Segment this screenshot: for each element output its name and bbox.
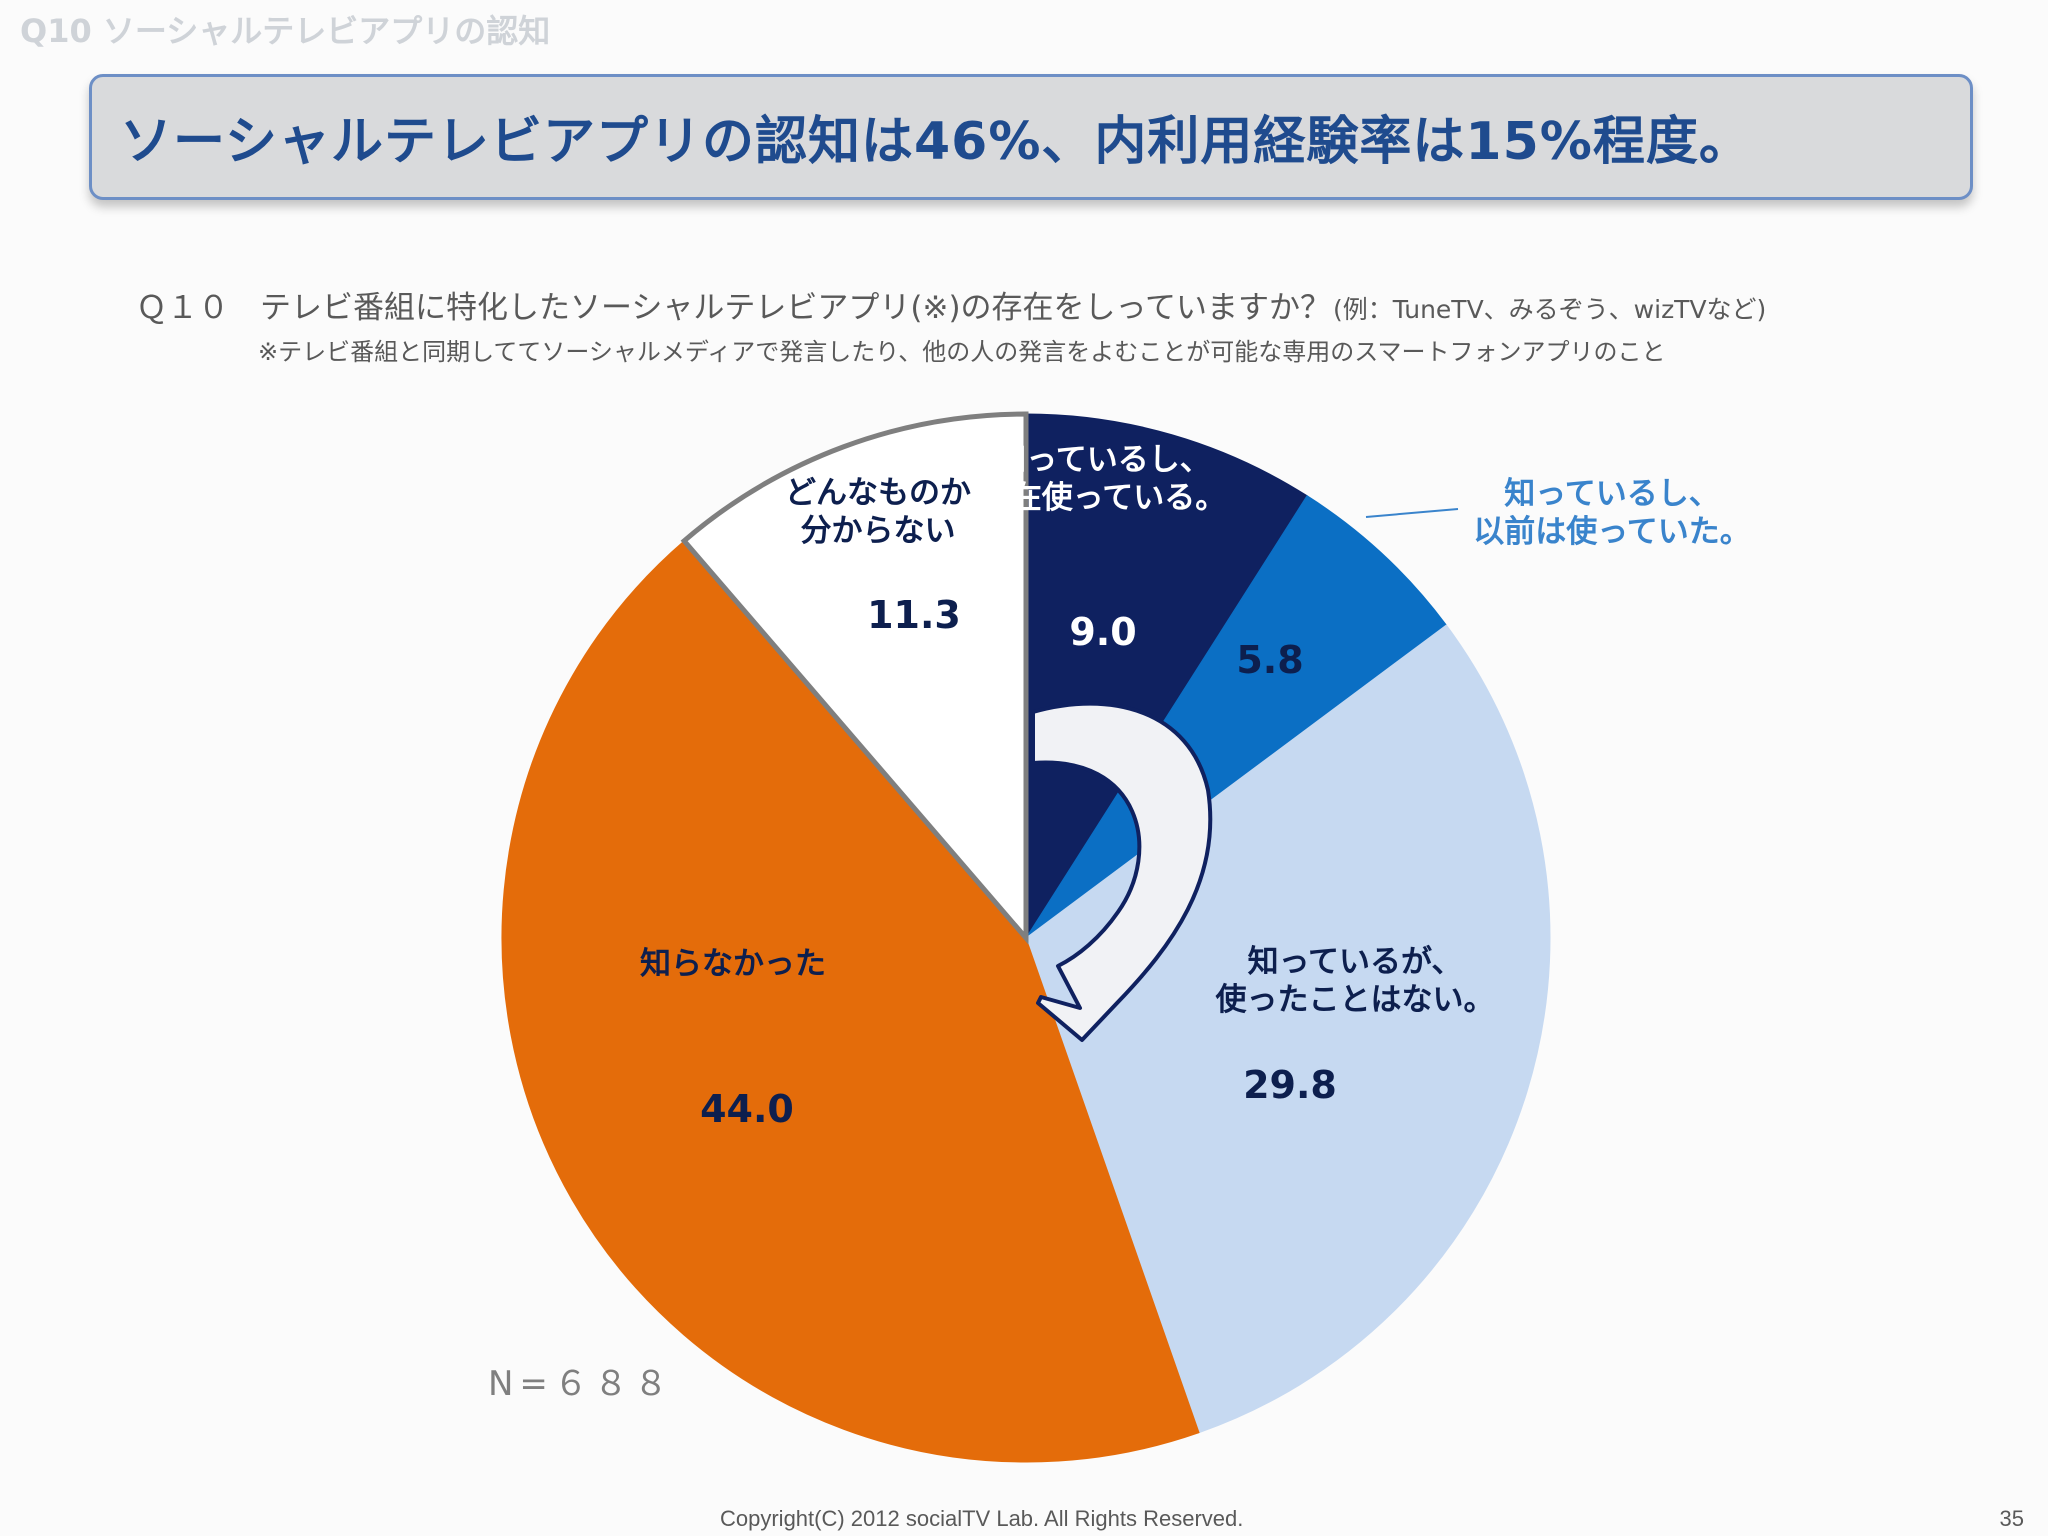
pie-slice-1 [1025, 413, 1308, 940]
slice-label-4: 知らなかった [640, 946, 826, 982]
slide-label: Q10 ソーシャルテレビアプリの認知 [20, 12, 551, 50]
callout-leader-line [1365, 508, 1459, 518]
slice-value-4: 44.0 [700, 1087, 794, 1131]
pie-slice-5 [680, 411, 1029, 945]
cycle-arrow-icon [1031, 701, 1213, 1042]
pie-slice-3 [1025, 624, 1551, 1434]
slice-value-5: 11.3 [867, 593, 961, 637]
slice-label-5: どんなものか分からない [785, 475, 971, 549]
headline: ソーシャルテレビアプリの認知は46%、内利用経験率は15%程度。 [120, 112, 1752, 172]
question-note: ※テレビ番組と同期しててソーシャルメディアで発言したり、他の人の発言をよむことが… [258, 338, 1666, 366]
sample-size: N=６８８ [488, 1364, 674, 1404]
page-number: 35 [1999, 1506, 2024, 1531]
slice-label-1: 知っているし、現在使っている。 [980, 442, 1226, 516]
headline-box: ソーシャルテレビアプリの認知は46%、内利用経験率は15%程度。 [89, 74, 1973, 200]
question-example: (例：TuneTV、みるぞう、wizTVなど) [1333, 295, 1767, 324]
pie-slice-4 [501, 540, 1200, 1463]
pie-slice-2 [1025, 495, 1448, 939]
copyright-footer: Copyright(C) 2012 socialTV Lab. All Righ… [720, 1506, 1244, 1531]
slice-label-2: 知っているし、以前は使っていた。 [1473, 476, 1750, 550]
question-main: Ｑ１０ テレビ番組に特化したソーシャルテレビアプリ(※)の存在をしっていますか？ [136, 290, 1331, 326]
slice-value-2: 5.8 [1236, 638, 1303, 682]
pie-slices [501, 411, 1551, 1463]
slice-value-1: 9.0 [1069, 610, 1136, 654]
slice-value-3: 29.8 [1243, 1063, 1337, 1107]
question-text: Ｑ１０ テレビ番組に特化したソーシャルテレビアプリ(※)の存在をしっていますか？… [136, 282, 1766, 327]
pie-labels: 知っているし、現在使っている。 9.0 知っているし、以前は使っていた。 5.8 知って… [640, 442, 1751, 1131]
slice-label-3: 知っているが、使ったことはない。 [1215, 944, 1495, 1018]
